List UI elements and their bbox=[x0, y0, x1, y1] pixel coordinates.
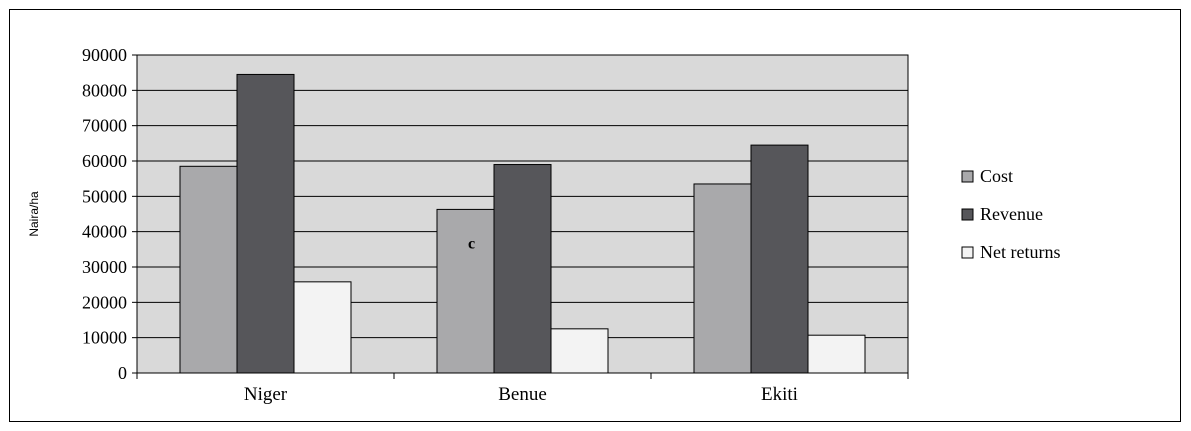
y-tick-label: 60000 bbox=[82, 151, 127, 171]
y-tick-labels: 0 10000 20000 30000 40000 50000 60000 70000 8000… bbox=[82, 45, 137, 383]
bar-cost-benue bbox=[436, 208, 495, 374]
bar-net-returns-niger bbox=[293, 281, 352, 374]
bar-revenue-benue bbox=[493, 164, 552, 374]
x-tick-label: Benue bbox=[498, 384, 547, 405]
x-tick-labels: Niger Benue Ekiti bbox=[136, 373, 909, 405]
y-tick-label: 70000 bbox=[82, 116, 127, 136]
y-tick-label: 90000 bbox=[82, 45, 127, 65]
y-tick-label: 50000 bbox=[82, 186, 127, 206]
y-tick-label: 30000 bbox=[82, 257, 127, 277]
y-tick-label: 0 bbox=[118, 363, 127, 383]
y-tick-label: 40000 bbox=[82, 222, 127, 242]
bar-revenue-ekiti bbox=[750, 144, 809, 374]
legend: Cost Revenue Net returns bbox=[961, 166, 1060, 262]
bar-revenue-niger bbox=[236, 73, 295, 374]
legend-swatch-cost bbox=[961, 170, 974, 183]
x-tick-label: Niger bbox=[244, 384, 288, 405]
bar-cost-ekiti bbox=[693, 183, 752, 374]
bar-net-returns-ekiti bbox=[807, 334, 866, 374]
y-tick-label: 20000 bbox=[82, 292, 127, 312]
axes bbox=[136, 55, 908, 374]
legend-label-revenue: Revenue bbox=[980, 204, 1043, 224]
legend-label-cost: Cost bbox=[980, 166, 1013, 186]
annotations: c bbox=[468, 235, 475, 252]
y-tick-label: 10000 bbox=[82, 328, 127, 348]
bar-net-returns-benue bbox=[550, 328, 609, 374]
legend-swatch-revenue bbox=[961, 208, 974, 221]
annotation-label: c bbox=[468, 235, 475, 252]
x-tick-label: Ekiti bbox=[761, 384, 798, 405]
y-axis-label: Naira/ha bbox=[27, 191, 41, 237]
bars bbox=[179, 73, 866, 374]
legend-swatch-net-returns bbox=[961, 246, 974, 259]
y-tick-label: 80000 bbox=[82, 80, 127, 100]
bar-cost-niger bbox=[179, 165, 238, 374]
legend-label-net-returns: Net returns bbox=[980, 242, 1060, 262]
